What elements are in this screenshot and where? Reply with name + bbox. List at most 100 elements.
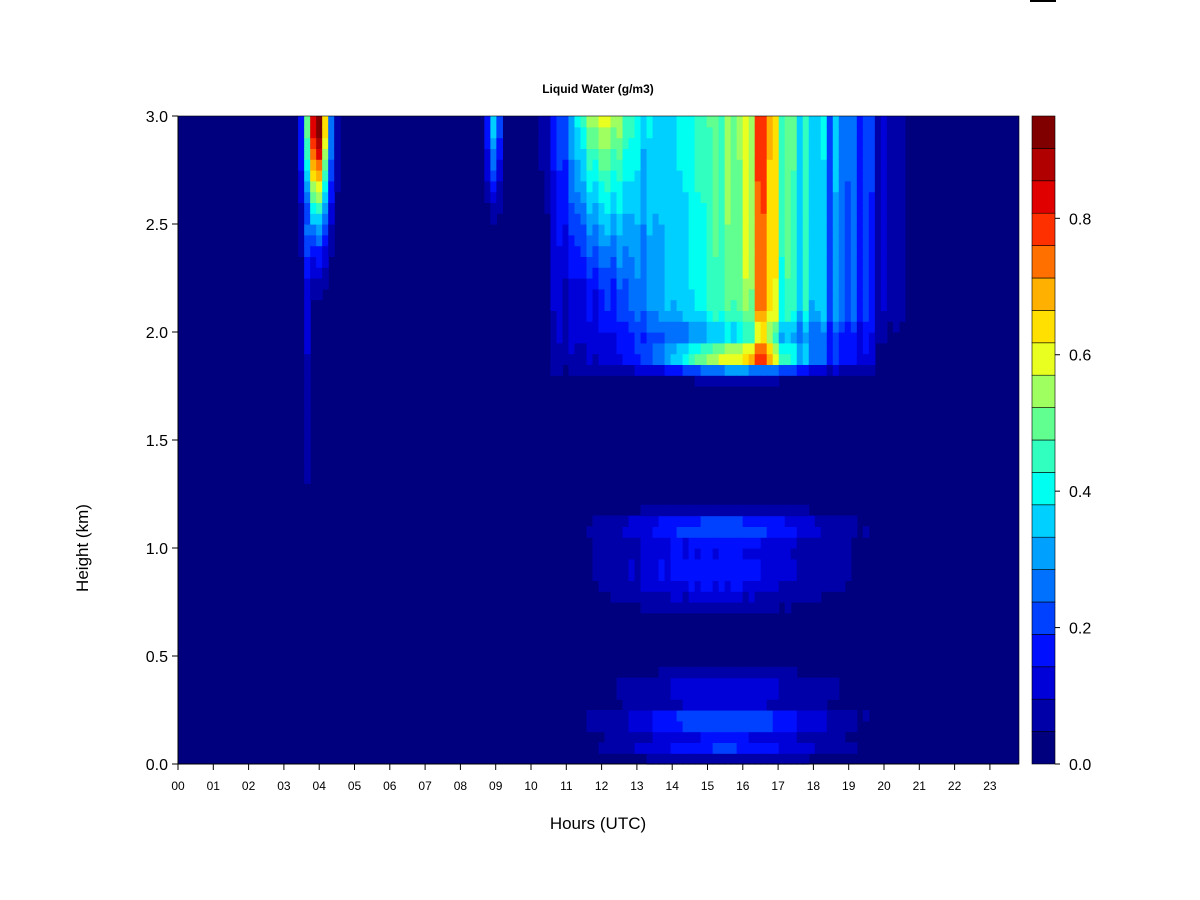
heatmap-cell xyxy=(694,278,702,290)
heatmap-cell xyxy=(322,213,329,225)
heatmap-cell xyxy=(550,267,558,279)
heatmap-cell xyxy=(610,580,618,592)
heatmap-cell xyxy=(586,321,594,333)
heatmap-cell xyxy=(760,526,768,538)
heatmap-cell xyxy=(688,720,696,733)
heatmap-cell xyxy=(814,591,822,603)
heatmap-cell xyxy=(556,148,564,160)
heatmap-cell xyxy=(778,699,786,711)
heatmap-cell xyxy=(778,126,786,139)
heatmap-cell xyxy=(844,710,852,722)
heatmap-cell xyxy=(820,558,828,571)
heatmap-cell xyxy=(592,170,600,182)
heatmap-cell xyxy=(592,278,600,290)
heatmap-cell xyxy=(790,720,798,733)
heatmap-cell xyxy=(718,213,726,225)
heatmap-cell xyxy=(670,321,678,333)
heatmap-cell xyxy=(592,116,600,128)
heatmap-cell xyxy=(790,137,798,149)
heatmap-cell xyxy=(712,234,720,247)
heatmap-cell xyxy=(694,245,702,257)
heatmap-cell xyxy=(304,386,311,398)
heatmap-cell xyxy=(754,288,762,301)
heatmap-cell xyxy=(706,353,714,365)
heatmap-cell xyxy=(598,742,606,754)
heatmap-cell xyxy=(784,159,792,171)
heatmap-cell xyxy=(742,720,750,733)
heatmap-cell xyxy=(724,159,732,171)
heatmap-cell xyxy=(664,537,672,549)
heatmap-cell xyxy=(670,526,678,538)
heatmap-cell xyxy=(634,364,642,376)
heatmap-cell xyxy=(808,126,816,139)
heatmap-cell xyxy=(658,288,666,301)
heatmap-cell xyxy=(724,234,732,247)
heatmap-cell xyxy=(664,558,672,571)
heatmap-cell xyxy=(730,720,738,733)
heatmap-cell xyxy=(754,591,762,603)
heatmap-cell xyxy=(688,364,696,376)
heatmap-cell xyxy=(490,137,497,149)
heatmap-cell xyxy=(832,310,840,322)
x-tick-label: 05 xyxy=(348,779,362,793)
heatmap-cell xyxy=(886,299,894,311)
heatmap-cell xyxy=(634,591,642,603)
heatmap-cell xyxy=(700,267,708,279)
heatmap-cell xyxy=(616,731,624,743)
heatmap-cell xyxy=(310,224,317,236)
heatmap-cell xyxy=(718,224,726,236)
heatmap-cell xyxy=(778,224,786,236)
heatmap-cell xyxy=(820,537,828,549)
heatmap-cell xyxy=(658,332,666,344)
heatmap-cell xyxy=(622,159,630,171)
heatmap-cell xyxy=(826,710,834,722)
heatmap-cell xyxy=(820,742,828,754)
heatmap-cell xyxy=(706,224,714,236)
heatmap-cell xyxy=(484,137,491,149)
heatmap-cell xyxy=(604,742,612,754)
heatmap-cell xyxy=(574,170,582,182)
heatmap-cell xyxy=(604,299,612,311)
heatmap-cell xyxy=(820,267,828,279)
heatmap-cell xyxy=(850,288,858,301)
heatmap-cell xyxy=(736,710,744,722)
heatmap-cell xyxy=(682,688,690,700)
heatmap-cell xyxy=(850,364,858,376)
heatmap-cell xyxy=(628,224,636,236)
heatmap-cell xyxy=(676,720,684,733)
heatmap-cell xyxy=(562,191,570,203)
heatmap-cell xyxy=(814,278,822,290)
heatmap-cell xyxy=(640,688,648,700)
heatmap-cell xyxy=(646,677,654,689)
heatmap-cell xyxy=(298,116,305,128)
heatmap-cell xyxy=(640,602,648,614)
heatmap-cell xyxy=(700,720,708,733)
heatmap-cell xyxy=(304,321,311,333)
heatmap-cell xyxy=(808,699,816,711)
heatmap-cell xyxy=(634,256,642,268)
heatmap-cell xyxy=(706,548,714,560)
heatmap-cell xyxy=(880,245,888,257)
heatmap-cell xyxy=(628,278,636,290)
heatmap-cell xyxy=(736,353,744,365)
heatmap-cell xyxy=(682,159,690,171)
heatmap-cell xyxy=(838,224,846,236)
heatmap-cell xyxy=(688,170,696,182)
heatmap-cell xyxy=(778,256,786,268)
heatmap-cell xyxy=(688,731,696,743)
heatmap-cell xyxy=(550,321,558,333)
heatmap-cell xyxy=(646,753,654,765)
heatmap-cell xyxy=(688,148,696,160)
heatmap-cell xyxy=(304,256,311,268)
heatmap-cell xyxy=(718,148,726,160)
heatmap-cell xyxy=(706,515,714,527)
heatmap-cell xyxy=(844,353,852,365)
heatmap-cell xyxy=(610,267,618,279)
heatmap-cell xyxy=(304,126,311,139)
heatmap-cell xyxy=(616,267,624,279)
heatmap-cell xyxy=(748,548,756,560)
heatmap-cell xyxy=(796,170,804,182)
heatmap-cell xyxy=(664,677,672,689)
heatmap-cell xyxy=(718,504,726,517)
heatmap-cell xyxy=(796,332,804,344)
